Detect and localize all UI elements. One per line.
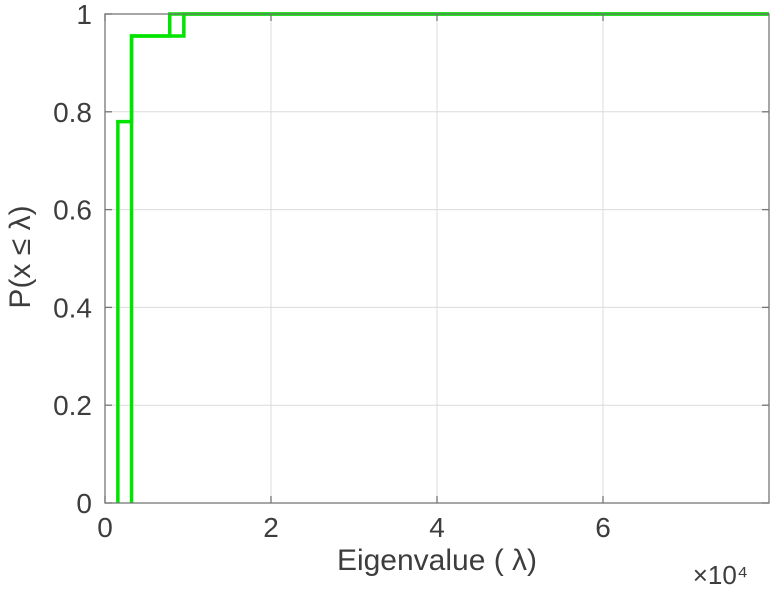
y-tick-label: 1 — [76, 0, 92, 30]
series-ecdf-2 — [129, 12, 769, 503]
y-tick-label: 0.4 — [53, 292, 92, 323]
x-tick-label: 4 — [429, 512, 445, 543]
x-tick-label: 6 — [595, 512, 611, 543]
x-tick-label: 0 — [97, 512, 113, 543]
series-ecdf-1 — [116, 12, 769, 503]
y-axis-label: P(x ≤ λ) — [4, 205, 37, 308]
axis-layer — [104, 13, 770, 504]
x-tick-label: 2 — [263, 512, 279, 543]
y-tick-label: 0.6 — [53, 195, 92, 226]
y-tick-label: 0 — [76, 488, 92, 519]
series-layer — [116, 12, 769, 503]
y-tick-label: 0.8 — [53, 97, 92, 128]
x-axis-label: Eigenvalue ( λ) — [337, 544, 537, 577]
grid-layer — [105, 14, 769, 503]
x-axis-exponent: ×10⁴ — [693, 560, 748, 590]
y-tick-label: 0.2 — [53, 390, 92, 421]
tick-label-layer: 0 2 4 6 0 0.2 0.4 0.6 0.8 1 — [53, 0, 611, 543]
